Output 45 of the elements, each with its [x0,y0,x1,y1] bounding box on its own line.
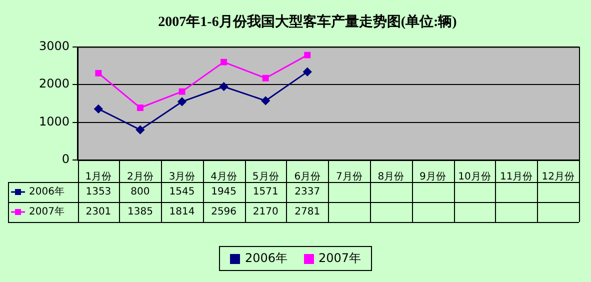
point [136,126,144,134]
point [178,88,186,95]
x-tick-label: 9月份 [420,172,446,183]
x-tick-label: 5月份 [252,172,279,183]
x-tick-label: 6月份 [294,172,321,183]
x-tick-label: 11月份 [500,172,533,183]
chart-title: 2007年1-6月份我国大型客车产量走势图(单位:辆) [158,13,458,30]
data-label: 1571 [252,186,278,198]
y-tick-label: 1000 [38,114,70,128]
point [136,104,144,111]
point [220,58,228,66]
data-label: 2781 [294,206,320,218]
data-label: 800 [130,186,150,198]
x-tick-label: 8月份 [378,172,404,183]
x-tick-label: 4月份 [210,172,237,183]
text: 2007年 [318,251,362,265]
point [220,82,228,91]
x-tick-label: 10月份 [458,172,491,183]
legend-label: 2006年 [29,186,64,198]
y-tick-label: 3000 [38,38,70,53]
point [178,97,186,106]
point [95,70,102,76]
x-tick-label: 7月份 [336,172,362,183]
data-label: 1545 [169,186,195,198]
text: 2006年 [244,251,288,265]
point [304,52,311,58]
data-label: 1353 [86,186,112,198]
data-label: 1385 [127,206,153,218]
data-label: 2170 [252,206,278,218]
x-tick-label: 2月份 [127,172,154,183]
data-label: 2337 [294,186,320,198]
y-tick-label: 0 [62,152,70,166]
point [303,68,312,76]
x-tick-label: 12月份 [542,172,574,183]
x-tick-label: 1月份 [85,172,112,183]
x-tick-label: 3月份 [168,172,196,183]
data-label: 1945 [211,186,237,198]
point [262,74,269,82]
point [94,104,103,114]
data-label: 1814 [169,206,195,218]
point [261,96,270,105]
legend-label: 2007年 [29,206,64,218]
data-label: 2301 [86,206,112,218]
y-tick-label: 2000 [38,76,70,91]
data-label: 2596 [211,206,237,218]
